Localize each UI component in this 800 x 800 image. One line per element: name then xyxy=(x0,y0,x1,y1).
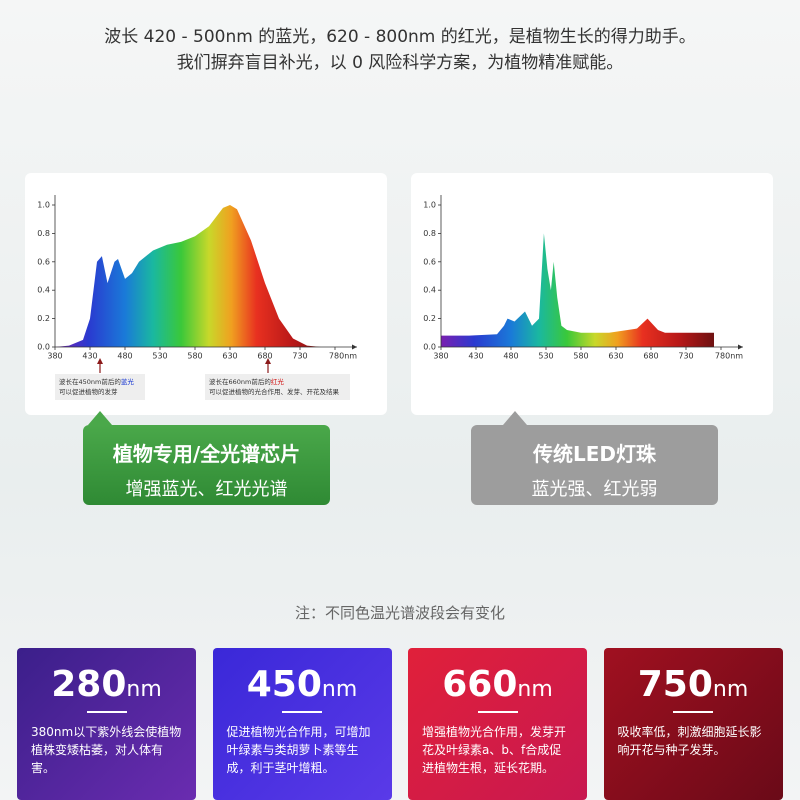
y-tick-label: 0.0 xyxy=(423,343,436,352)
card-unit: nm xyxy=(321,677,358,702)
card-value-row: 280nm xyxy=(17,664,196,705)
badge-subtitle: 蓝光强、红光弱 xyxy=(531,479,658,500)
divider xyxy=(282,711,322,713)
card-value: 280 xyxy=(51,664,127,705)
card-text: 380nm以下紫外线会使植物植株变矮枯萎，对人体有害。 xyxy=(31,725,182,775)
x-tick-label: 480 xyxy=(117,352,132,361)
divider xyxy=(477,711,518,713)
x-tick-label: 680 xyxy=(643,352,658,361)
card-unit: nm xyxy=(712,677,749,702)
x-tick-label: 680 xyxy=(257,352,272,361)
annotation-part: 波长在450nm前后的 xyxy=(59,377,121,386)
card-value-row: 450nm xyxy=(213,664,392,705)
card-text: 增强植物光合作用，发芽开花及叶绿素a、b、f合成促进植物生根，延长花期。 xyxy=(422,725,567,775)
y-tick-label: 0.4 xyxy=(37,286,50,295)
note: 注：不同色温光谱波段会有变化 xyxy=(294,604,505,622)
header-line: 我们摒弃盲目补光，以 0 风险科学方案，为植物精准赋能。 xyxy=(176,53,624,73)
chart-box: 0.0 0.2 0.4 0.6 0.8 1.0 380 430 480 530 580 630 680 7… xyxy=(25,173,387,415)
badge: 传统LED灯珠 蓝光强、红光弱 xyxy=(471,411,718,505)
x-tick-label: 630 xyxy=(222,352,237,361)
annotation-highlight: 蓝光 xyxy=(121,377,135,386)
chart-box: 0.0 0.2 0.4 0.6 0.8 1.0 380 430 480 530 580 630 680 7… xyxy=(411,173,773,415)
y-tick-label: 0.2 xyxy=(423,314,436,323)
annotation-part: 波长在660nm前后的 xyxy=(209,377,271,386)
y-tick-label: 1.0 xyxy=(423,201,436,210)
card-value: 660 xyxy=(442,664,518,705)
y-tick-label: 0.0 xyxy=(37,343,50,352)
chart: 0.0 0.2 0.4 0.6 0.8 1.0 380 430 480 530 580 630 680 7… xyxy=(423,195,743,361)
card-text: 促进植物光合作用，可增加叶绿素与类胡萝卜素等生成，利于茎叶增粗。 xyxy=(226,725,371,775)
annotation-box xyxy=(55,374,145,400)
x-tick-label: 730 xyxy=(678,352,693,361)
annotation-highlight: 红光 xyxy=(271,377,285,386)
spectrum-area xyxy=(441,233,714,347)
spectrum-area xyxy=(55,205,335,347)
badge-title: 植物专用/全光谱芯片 xyxy=(112,442,301,466)
x-tick-label: 530 xyxy=(538,352,553,361)
x-tick-label: 580 xyxy=(573,352,588,361)
axis-arrow xyxy=(352,344,357,350)
card-value: 750 xyxy=(637,664,713,705)
x-tick-label: 480 xyxy=(503,352,518,361)
x-tick-label: 380 xyxy=(47,352,62,361)
x-tick-label: 630 xyxy=(608,352,623,361)
card-value: 450 xyxy=(246,664,322,705)
x-tick-label: 780nm xyxy=(329,352,357,361)
x-tick-label: 780nm xyxy=(715,352,743,361)
card-value-row: 750nm xyxy=(604,664,783,705)
x-tick-label: 430 xyxy=(82,352,97,361)
header-line: 波长 420 - 500nm 的蓝光，620 - 800nm 的红光，是植物生长… xyxy=(104,27,696,47)
annotation-arrowhead xyxy=(265,358,271,364)
x-tick-label: 430 xyxy=(468,352,483,361)
axis-arrow xyxy=(738,344,743,350)
card-text: 吸收率低，刺激细胞延长影响开花与种子发芽。 xyxy=(617,725,762,757)
y-tick-label: 0.8 xyxy=(423,229,436,238)
y-tick-label: 0.6 xyxy=(423,257,436,266)
y-tick-label: 0.8 xyxy=(37,229,50,238)
y-tick-label: 0.2 xyxy=(37,314,50,323)
annotation-text: 可以促进植物的光合作用、发芽、开花及结果 xyxy=(209,387,340,396)
annotation-text: 波长在450nm前后的蓝光 xyxy=(59,377,134,386)
badge-subtitle: 增强蓝光、红光光谱 xyxy=(125,479,288,500)
x-tick-label: 580 xyxy=(187,352,202,361)
badge: 植物专用/全光谱芯片 增强蓝光、红光光谱 xyxy=(83,411,330,505)
pointer xyxy=(88,411,112,425)
y-tick-label: 0.4 xyxy=(423,286,436,295)
y-tick-label: 0.6 xyxy=(37,257,50,266)
annotation-text: 波长在660nm前后的红光 xyxy=(209,377,284,386)
chart: 0.0 0.2 0.4 0.6 0.8 1.0 380 430 480 530 580 630 680 7… xyxy=(37,195,357,400)
annotation-box xyxy=(205,374,350,400)
card-unit: nm xyxy=(126,677,162,702)
card: 750nm 吸收率低，刺激细胞延长影响开花与种子发芽。 xyxy=(603,648,783,800)
pointer xyxy=(503,411,527,425)
annotation-text: 可以促进植物的发芽 xyxy=(59,387,118,396)
x-tick-label: 530 xyxy=(152,352,167,361)
divider xyxy=(86,711,127,713)
card: 280nm 380nm以下紫外线会使植物植株变矮枯萎，对人体有害。 xyxy=(17,648,196,800)
card-value-row: 660nm xyxy=(408,664,587,705)
card: 660nm 增强植物光合作用，发芽开花及叶绿素a、b、f合成促进植物生根，延长花期… xyxy=(408,648,587,800)
annotation-arrowhead xyxy=(97,358,103,364)
x-tick-label: 380 xyxy=(433,352,448,361)
y-tick-label: 1.0 xyxy=(37,201,50,210)
card-unit: nm xyxy=(517,677,553,702)
divider xyxy=(673,711,713,713)
x-tick-label: 730 xyxy=(292,352,307,361)
card: 450nm 促进植物光合作用，可增加叶绿素与类胡萝卜素等生成，利于茎叶增粗。 xyxy=(212,648,392,800)
badge-title: 传统LED灯珠 xyxy=(532,442,656,466)
